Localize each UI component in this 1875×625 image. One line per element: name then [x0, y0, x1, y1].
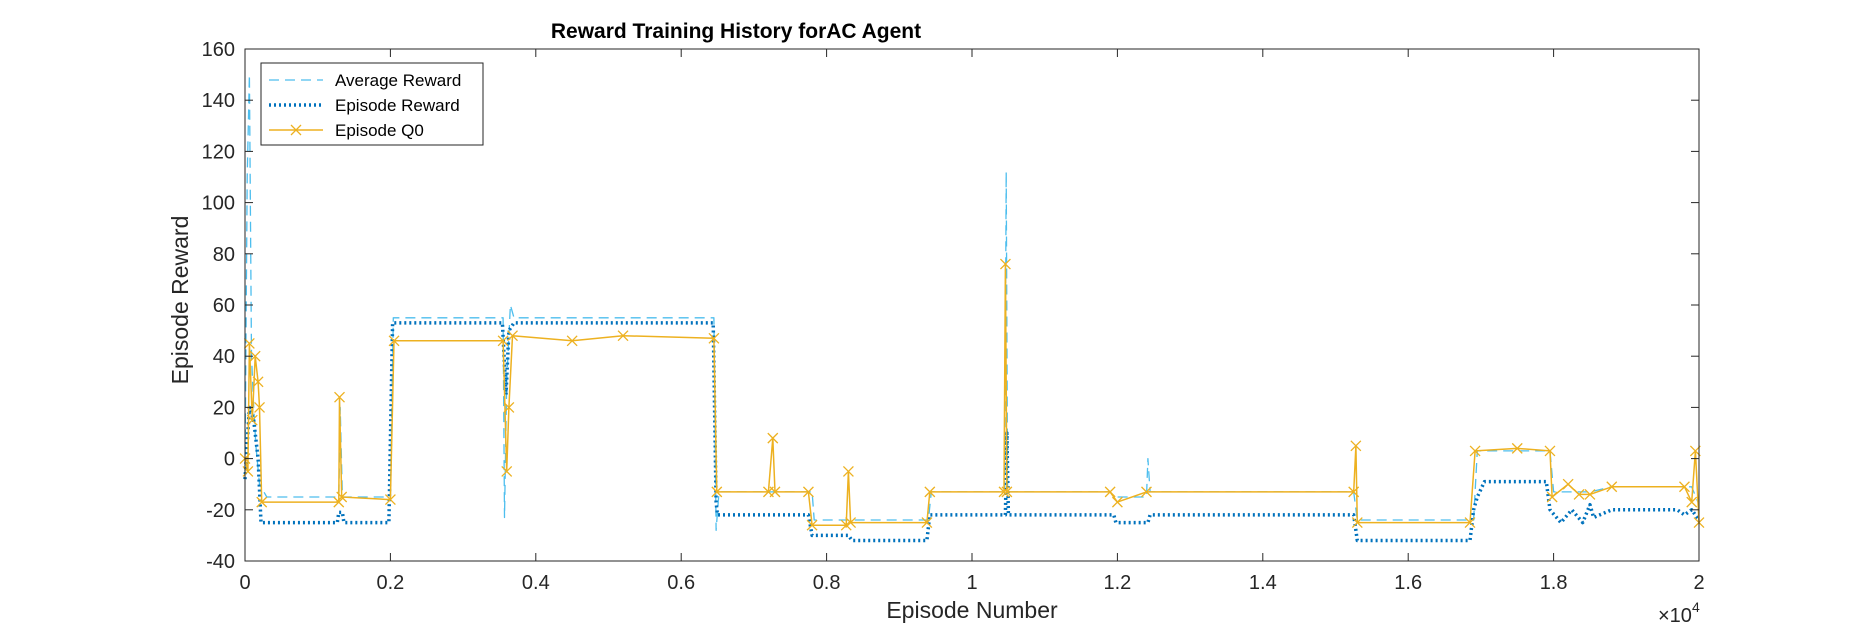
- series-point: [501, 465, 513, 477]
- series-episode-q0: [239, 258, 1705, 531]
- x-tick-label: 1.4: [1249, 572, 1277, 594]
- x-tick-label: 0.2: [376, 572, 404, 594]
- series-point: [334, 391, 345, 403]
- x-tick-label: 1.8: [1540, 572, 1568, 594]
- series-point: [711, 486, 723, 498]
- series-point: [1141, 486, 1152, 498]
- x-exponent-power: 4: [1692, 599, 1700, 615]
- series-point: [384, 494, 396, 506]
- series-point: [503, 401, 515, 413]
- series-point: [246, 414, 258, 426]
- x-tick-label: 1: [966, 572, 977, 594]
- series-point: [1686, 496, 1698, 508]
- series-point: [1001, 486, 1013, 498]
- series-point: [252, 376, 264, 388]
- series-point: [566, 335, 578, 347]
- legend-item: Average Reward: [269, 71, 461, 90]
- y-tick-label: 60: [213, 295, 235, 317]
- series-point: [806, 519, 818, 531]
- series-point: [1348, 486, 1360, 498]
- y-tick-label: 100: [202, 193, 235, 215]
- legend-item: Episode Reward: [269, 96, 460, 115]
- series-average-reward: [244, 73, 1700, 531]
- x-tick-label: 1.2: [1103, 572, 1131, 594]
- series-point: [336, 491, 348, 503]
- legend-label: Average Reward: [335, 71, 461, 90]
- series-point: [845, 517, 857, 529]
- series-point: [333, 496, 345, 508]
- plot-area: [239, 73, 1705, 543]
- series-point: [998, 486, 1010, 498]
- series-point: [842, 465, 854, 477]
- y-tick-label: 20: [213, 397, 235, 419]
- series-point: [1544, 445, 1556, 457]
- x-exponent-label: ×104: [1658, 599, 1700, 625]
- series-line: [243, 321, 1701, 543]
- series-point: [1351, 517, 1363, 529]
- chart-title: Reward Training History forAC Agent: [551, 20, 921, 43]
- y-tick-label: 120: [202, 141, 235, 163]
- series-point: [617, 330, 629, 342]
- series-point: [921, 517, 933, 529]
- x-tick-label: 0.8: [813, 572, 841, 594]
- x-tick-label: 1.6: [1394, 572, 1422, 594]
- legend-label: Episode Reward: [335, 96, 460, 115]
- series-point: [388, 335, 400, 347]
- x-axis: 0 0.2 0.4 0.6 0.8 1 1.2 1.4 1.6 1.8 2: [239, 49, 1705, 594]
- series-point: [249, 350, 261, 362]
- series-point: [254, 401, 265, 413]
- series-point: [769, 486, 781, 498]
- series-point: [1584, 488, 1596, 500]
- legend-label: Episode Q0: [335, 121, 424, 140]
- plot-frame: [244, 48, 1700, 562]
- series-point: [256, 496, 268, 508]
- legend-marker: [290, 124, 302, 136]
- series-point: [924, 486, 936, 498]
- series-point: [507, 330, 518, 342]
- series-point: [708, 332, 720, 344]
- y-tick-label: -20: [206, 500, 235, 522]
- series-line: [244, 73, 1700, 531]
- y-tick-label: 80: [213, 244, 235, 266]
- series-point: [497, 335, 509, 347]
- series-point: [999, 258, 1011, 270]
- y-tick-label: 140: [202, 90, 235, 112]
- series-point: [1464, 517, 1476, 529]
- series-point: [767, 432, 779, 444]
- series-point: [1350, 440, 1362, 452]
- x-tick-label: 0: [239, 572, 250, 594]
- y-tick-label: 40: [213, 346, 235, 368]
- y-tick-label: 0: [224, 449, 235, 471]
- series-point: [1679, 481, 1690, 493]
- series-point: [1546, 491, 1558, 503]
- series-episode-reward: [243, 321, 1701, 543]
- legend: Average Reward Episode Reward Episode Q0: [260, 62, 484, 146]
- series-point: [243, 337, 255, 349]
- series-point: [1111, 496, 1123, 508]
- y-tick-label: 160: [202, 39, 235, 61]
- series-point: [1511, 442, 1523, 454]
- series-point: [1562, 478, 1574, 490]
- y-axis-label: Episode Reward: [167, 216, 193, 385]
- series-point: [1469, 445, 1481, 457]
- series-point: [1104, 486, 1116, 498]
- x-tick-label: 2: [1693, 572, 1704, 594]
- x-axis-label: Episode Number: [886, 597, 1058, 623]
- series-point: [802, 486, 814, 498]
- y-tick-label: -40: [206, 551, 235, 573]
- series-point: [1606, 481, 1618, 493]
- legend-item: Episode Q0: [269, 121, 424, 140]
- x-tick-label: 0.4: [522, 572, 550, 594]
- series-point: [1573, 488, 1585, 500]
- y-axis: -40 -20 0 20 40 60 80 100 120 140 160: [202, 39, 1699, 573]
- x-tick-label: 0.6: [667, 572, 695, 594]
